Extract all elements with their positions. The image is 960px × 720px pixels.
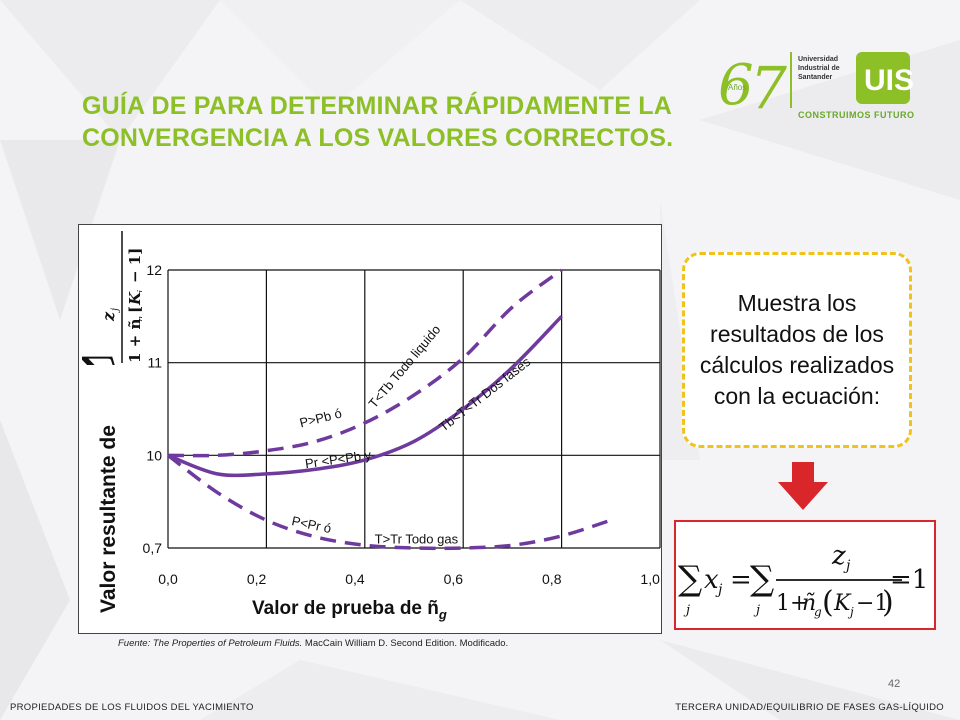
title-line-1: GUÍA DE PARA DETERMINAR RÁPIDAMENTE LA xyxy=(82,92,673,120)
logo-years: Años xyxy=(728,83,746,92)
callout-box: Muestra los resultados de los cálculos r… xyxy=(682,252,912,448)
svg-text:): ) xyxy=(882,585,894,620)
title-line-2: CONVERGENCIA A LOS VALORES CORRECTOS. xyxy=(82,124,674,152)
y-tick-label: 12 xyxy=(146,262,162,278)
page-number: 42 xyxy=(888,678,901,690)
x-tick-label: 0,0 xyxy=(158,571,178,587)
svg-text:1 + ñ: 1 + ñ xyxy=(126,319,142,363)
down-arrow-icon xyxy=(778,462,828,510)
x-tick-label: 0,6 xyxy=(444,571,464,587)
svg-text:− 1]: − 1] xyxy=(126,248,142,283)
equation: ∑ x j j = ∑ j z j 1+ ñ g ( K j −1 ) =1 xyxy=(678,541,928,620)
series-line-1 xyxy=(167,268,563,458)
svg-text:=1: =1 xyxy=(890,565,928,595)
callout-text: Muestra los resultados de los cálculos r… xyxy=(699,290,895,409)
x-tick-label: 1,0 xyxy=(640,571,660,587)
curve-annotation: T>Tr Todo gas xyxy=(375,531,459,546)
svg-text:∑: ∑ xyxy=(678,559,702,599)
x-tick-label: 0,2 xyxy=(247,571,267,587)
x-tick-label: 0,4 xyxy=(345,571,365,587)
svg-text:g: g xyxy=(137,316,142,322)
svg-text:j: j xyxy=(137,290,142,295)
svg-text:(: ( xyxy=(822,585,834,620)
x-axis-label: Valor de prueba de ñg xyxy=(252,598,447,622)
svg-text:z: z xyxy=(831,541,846,571)
svg-text:g: g xyxy=(814,605,822,619)
source-author: MacCain William D. Second Edition. Modif… xyxy=(302,638,509,649)
curve-annotation: Pr <P<Pb y xyxy=(304,447,372,471)
svg-text:∑: ∑ xyxy=(750,559,774,599)
equation-box: ∑ x j j = ∑ j z j 1+ ñ g ( K j −1 ) =1 xyxy=(674,520,936,630)
x-axis-label-text: Valor de prueba de ñ xyxy=(252,598,439,619)
svg-text:7: 7 xyxy=(750,54,787,122)
svg-text:=: = xyxy=(730,565,752,595)
svg-text:[: [ xyxy=(126,306,142,313)
svg-text:j: j xyxy=(110,308,121,313)
chart: 0,7 10 11 12 0,0 0,2 0,4 0,6 0,8 1,0 P>Pb ó T<Tb To… xyxy=(143,262,661,587)
y-tick-label: 10 xyxy=(146,447,162,463)
svg-text:j: j xyxy=(753,603,760,618)
svg-text:−1: −1 xyxy=(856,591,888,616)
curve-annotation: Tb<T<Tr Dos fases xyxy=(436,354,533,435)
svg-text:K: K xyxy=(833,591,852,616)
svg-text:z: z xyxy=(99,311,118,322)
footer-course: PROPIEDADES DE LOS FLUIDOS DEL YACIMIENT… xyxy=(10,702,254,713)
university-name: Universidad Industrial de Santander xyxy=(798,55,858,82)
university-line-1: Universidad xyxy=(798,56,839,63)
y-tick-label: 0,7 xyxy=(143,540,163,556)
curve-annotation: P>Pb ó xyxy=(298,405,343,430)
svg-text:UIS: UIS xyxy=(864,64,914,97)
svg-text:x: x xyxy=(704,565,719,595)
source-title: Fuente: The Properties of Petroleum Flui… xyxy=(118,638,303,649)
slide-title: GUÍA DE PARA DETERMINAR RÁPIDAMENTE LA C… xyxy=(82,90,722,154)
x-tick-label: 0,8 xyxy=(542,571,562,587)
svg-text:∑: ∑ xyxy=(82,346,120,365)
svg-text:1+: 1+ xyxy=(776,591,808,616)
svg-text:j: j xyxy=(847,605,854,619)
figure-source: Fuente: The Properties of Petroleum Flui… xyxy=(118,638,508,649)
university-line-3: Santander xyxy=(798,74,833,81)
university-line-2: Industrial de xyxy=(798,65,840,72)
svg-text:j: j xyxy=(683,603,690,618)
chart-frame xyxy=(78,224,662,634)
svg-text:j: j xyxy=(715,582,723,598)
svg-text:K: K xyxy=(126,291,142,306)
logo-tagline: CONSTRUIMOS FUTURO xyxy=(798,110,915,120)
y-axis-label: Valor resultante de xyxy=(97,425,120,613)
y-tick-label: 11 xyxy=(147,355,162,371)
y-axis-formula: ∑ z j 1 + ñ g [ K j − 1] xyxy=(82,231,142,365)
curve-annotation: T<Tb Todo liquido xyxy=(365,322,443,411)
svg-text:j: j xyxy=(843,558,851,574)
svg-text:6: 6 xyxy=(718,53,754,118)
series-line-2 xyxy=(167,315,563,478)
x-axis-label-subscript: g xyxy=(438,606,447,622)
footer-unit: TERCERA UNIDAD/EQUILIBRIO DE FASES GAS-L… xyxy=(675,702,944,713)
svg-text:ñ: ñ xyxy=(802,591,816,616)
series-line-3 xyxy=(166,453,612,551)
anniversary-logo: 6 7 Años UIS xyxy=(718,52,914,122)
logo-separator xyxy=(790,52,792,108)
